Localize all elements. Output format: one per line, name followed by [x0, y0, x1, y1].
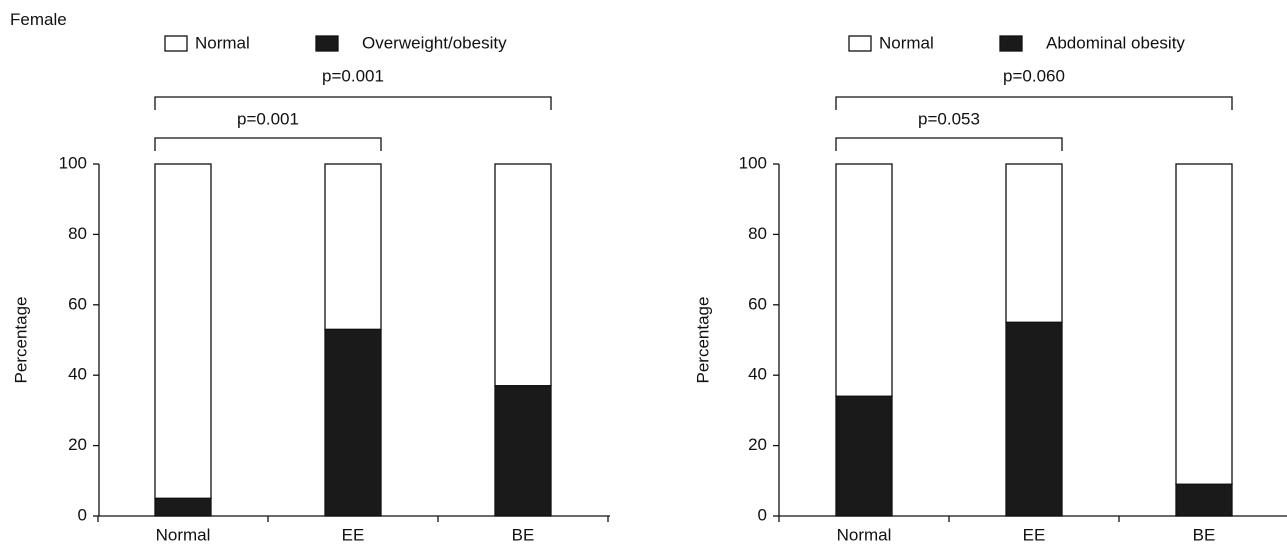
x-tick-label: EE: [1023, 525, 1046, 544]
y-tick-label: 20: [748, 435, 767, 454]
y-tick-label: 80: [68, 224, 87, 243]
bar-segment-normal: [1005, 163, 1063, 324]
y-tick-label: 20: [68, 435, 87, 454]
legend-label: Normal: [195, 33, 250, 52]
significance-bracket: [154, 96, 552, 110]
legend-label: Overweight/obesity: [362, 33, 507, 52]
y-tick-label: 60: [748, 294, 767, 313]
y-axis-label: Percentage: [693, 297, 712, 384]
y-tick-label: 100: [739, 153, 767, 172]
bar-segment-overweight-obesity: [154, 497, 212, 517]
y-tick-label: 0: [78, 505, 87, 524]
p-value-label: p=0.001: [237, 109, 299, 128]
significance-bracket: [835, 137, 1063, 151]
legend-label: Normal: [879, 33, 934, 52]
bar-segment-normal: [494, 163, 552, 387]
y-tick-label: 40: [68, 365, 87, 384]
bar-segment-overweight-obesity: [494, 385, 552, 517]
x-tick-label: Normal: [156, 525, 211, 544]
p-value-label: p=0.053: [918, 109, 980, 128]
p-value-label: p=0.060: [1003, 66, 1065, 85]
legend-swatch: [848, 35, 872, 52]
bar-segment-overweight-obesity: [324, 328, 382, 517]
legend-swatch: [999, 35, 1023, 52]
bar-segment-normal: [154, 163, 212, 500]
y-tick-label: 100: [59, 153, 87, 172]
y-tick-label: 60: [68, 294, 87, 313]
legend-swatch: [164, 35, 188, 52]
figure-label: Female: [10, 10, 67, 29]
bar-segment-normal: [835, 163, 893, 397]
bar-segment-normal: [324, 163, 382, 331]
legend-swatch: [315, 35, 339, 52]
y-axis-label: Percentage: [11, 297, 30, 384]
x-tick-label: BE: [512, 525, 535, 544]
x-tick-label: BE: [1193, 525, 1216, 544]
y-tick-label: 0: [758, 505, 767, 524]
bar-segment-abdominal-obesity: [1175, 483, 1233, 517]
bar-segment-abdominal-obesity: [835, 395, 893, 517]
legend-label: Abdominal obesity: [1046, 33, 1185, 52]
y-tick-label: 80: [748, 224, 767, 243]
p-value-label: p=0.001: [322, 66, 384, 85]
significance-bracket: [154, 137, 382, 151]
x-tick-label: Normal: [837, 525, 892, 544]
y-tick-label: 40: [748, 365, 767, 384]
bar-segment-abdominal-obesity: [1005, 321, 1063, 517]
x-tick-label: EE: [342, 525, 365, 544]
bar-segment-normal: [1175, 163, 1233, 485]
significance-bracket: [835, 96, 1233, 110]
